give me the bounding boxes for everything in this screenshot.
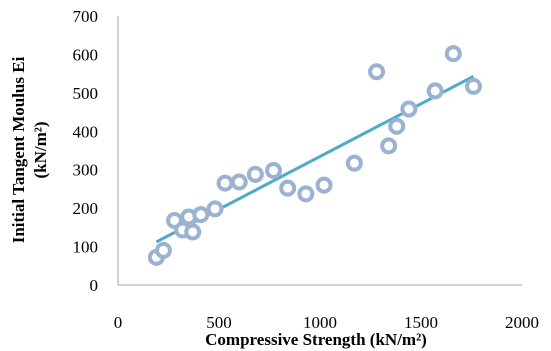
x-axis-label: Compressive Strength (kN/m²) — [205, 330, 427, 349]
y-axis-label-line2: (kN/m²) — [31, 121, 50, 178]
x-tick-label: 2000 — [505, 313, 539, 332]
data-point — [265, 161, 283, 179]
data-point — [345, 154, 363, 172]
x-tick-label: 1000 — [303, 313, 337, 332]
data-point — [297, 185, 315, 203]
data-point — [380, 137, 398, 155]
y-tick-label: 100 — [73, 238, 99, 257]
data-point — [426, 82, 444, 100]
x-tick-labels: 0 500 1000 1500 2000 — [114, 313, 539, 332]
y-tick-label: 500 — [73, 84, 99, 103]
y-axis-label-line1: Initial Tangent Moulus Ei — [9, 56, 28, 243]
y-tick-labels: 0 100 200 300 400 500 600 700 — [73, 7, 99, 295]
data-point — [184, 223, 202, 241]
data-point — [216, 174, 234, 192]
data-point — [388, 117, 406, 135]
x-tick-label: 0 — [114, 313, 123, 332]
data-point — [192, 206, 210, 224]
data-point — [279, 179, 297, 197]
y-tick-label: 400 — [73, 122, 99, 141]
data-point — [368, 63, 386, 81]
data-point — [400, 100, 418, 118]
y-tick-label: 300 — [73, 161, 99, 180]
data-point — [154, 241, 172, 259]
x-tick-label: 1500 — [404, 313, 438, 332]
data-point — [315, 176, 333, 194]
y-axis-label: Initial Tangent Moulus Ei (kN/m²) — [9, 56, 50, 243]
y-tick-label: 600 — [73, 45, 99, 64]
x-tick-label: 500 — [206, 313, 232, 332]
data-point — [230, 173, 248, 191]
data-point — [444, 45, 462, 63]
data-point — [246, 165, 264, 183]
data-point — [206, 200, 224, 218]
y-tick-label: 200 — [73, 199, 99, 218]
data-point — [465, 77, 483, 95]
y-tick-label: 0 — [90, 276, 99, 295]
y-tick-label: 700 — [73, 7, 99, 26]
data-points — [147, 45, 483, 266]
